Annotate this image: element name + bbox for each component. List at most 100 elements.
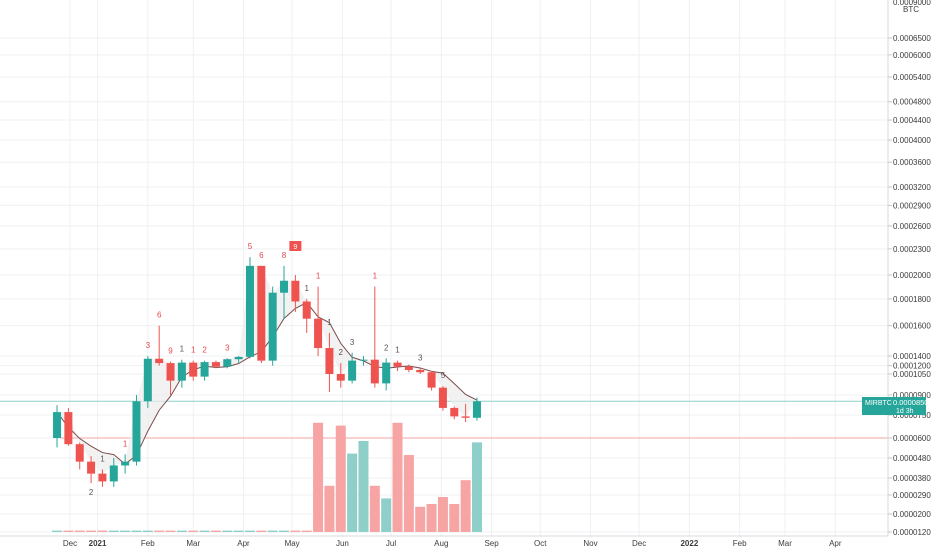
last-price-badge: MIRBTC 0.0000850 1d 3h <box>862 397 928 415</box>
candle-body <box>98 473 107 482</box>
volume-bar <box>256 530 267 532</box>
price-tick-label: 0.0000380 <box>893 474 931 483</box>
candle-body <box>416 369 425 373</box>
volume-bar <box>335 425 346 532</box>
volume-bar <box>437 497 448 532</box>
candle-body <box>87 461 96 474</box>
countdown: 1d 3h <box>896 408 914 415</box>
price-tick-label: 0.0000750 <box>893 411 931 420</box>
candle-body <box>211 362 220 367</box>
price-tick-label: 0.0000900 <box>893 391 931 400</box>
td-badge <box>289 241 302 251</box>
volume-bar <box>267 530 278 532</box>
volume-bar <box>120 530 131 532</box>
candle-body <box>109 465 118 482</box>
volume-bar <box>97 530 108 532</box>
candle-body <box>132 401 141 462</box>
time-tick-label: Nov <box>583 539 597 548</box>
volume-bar <box>403 455 414 532</box>
td-count-label: 5 <box>248 242 253 251</box>
candle-body <box>427 372 436 388</box>
cloud-shading <box>57 265 477 474</box>
time-tick-label: Feb <box>141 539 155 548</box>
candle-body <box>257 265 266 361</box>
volume-bar <box>165 530 176 532</box>
time-tick-label: Apr <box>829 539 842 548</box>
volume-bar <box>233 530 244 532</box>
volume-bar <box>131 530 142 532</box>
candle-body <box>314 318 323 349</box>
time-tick-label: Dec <box>632 539 646 548</box>
candle-body <box>121 461 130 466</box>
price-tick-label: 0.0004800 <box>893 98 931 107</box>
td-count-label: 2 <box>89 488 94 497</box>
volume-bar <box>244 530 255 532</box>
price-tick-label: 0.0003600 <box>893 158 931 167</box>
td-count-label: 1 <box>123 439 128 448</box>
price-tick-label: 0.0001400 <box>893 352 931 361</box>
price-tick-label: 0.0002000 <box>893 271 931 280</box>
td-count-label: 9 <box>293 244 297 251</box>
price-tick-label: 0.0004400 <box>893 116 931 125</box>
volume-bar <box>188 530 199 532</box>
volume-bar <box>154 530 165 532</box>
volume-bar <box>199 530 210 532</box>
price-tick-label: 0.0001200 <box>893 362 931 371</box>
td-count-label: 2 <box>384 343 389 352</box>
candle-body <box>450 407 459 417</box>
candle-body <box>143 358 152 402</box>
volume-bar <box>381 498 392 532</box>
td-count-label: 1 <box>180 345 185 354</box>
volume-bar <box>52 530 63 532</box>
volume-bar <box>63 530 74 532</box>
candle-body <box>404 366 413 370</box>
price-axis[interactable]: 0.0006500 0.0006000 0.0005400 0.0004800 0.00… <box>888 0 931 537</box>
volume-bar <box>290 530 301 532</box>
td-count-label: 9 <box>168 347 173 356</box>
price-tick-label: 0.0005400 <box>893 73 931 82</box>
time-axis[interactable]: Dec 2021 Feb Mar Apr May Jun Jul Aug Sep Oct Nov Dec… <box>63 539 842 548</box>
candle-body <box>75 444 84 462</box>
price-tick-label: 0.0009000 <box>893 0 931 7</box>
price-tick-label: 0.0000290 <box>893 491 931 500</box>
candle-body <box>189 362 198 377</box>
candle-body <box>336 374 345 381</box>
candle-body <box>359 359 368 361</box>
volume-bar <box>301 530 312 532</box>
td-count-label: 3 <box>225 343 230 352</box>
td-count-label: 1 <box>395 346 400 355</box>
price-tick-label: 0.0002600 <box>893 222 931 231</box>
candle-body <box>234 356 243 360</box>
candle-body <box>200 362 209 377</box>
candle-body <box>268 292 277 361</box>
price-tick-label: 0.0002900 <box>893 201 931 210</box>
volume-bar <box>471 442 482 532</box>
candle-body <box>166 363 175 381</box>
candle-body <box>302 301 311 319</box>
price-tick-label: 0.0001800 <box>893 295 931 304</box>
time-tick-label: Jul <box>386 539 396 548</box>
volume-bar <box>108 530 119 532</box>
candle-body <box>155 358 164 364</box>
td-count-label: 1 <box>373 272 378 281</box>
candle-body <box>64 412 73 445</box>
quote-unit-label: BTC <box>903 5 919 14</box>
td-count-label: 3 <box>418 353 423 362</box>
time-tick-label: Oct <box>534 539 547 548</box>
last-price: 0.0000850 <box>893 398 928 407</box>
time-tick-label: May <box>285 539 300 548</box>
candle-body <box>393 362 402 367</box>
price-tick-label: 0.0001050 <box>893 370 931 379</box>
candle-body <box>382 362 391 384</box>
candle-body <box>245 265 254 357</box>
candlestick-series <box>53 257 481 487</box>
candle-body <box>325 348 334 374</box>
volume-bar <box>176 530 187 532</box>
td-count-label: 1 <box>100 454 105 463</box>
volume-bar <box>426 504 437 532</box>
td-count-label: 3 <box>146 341 151 350</box>
time-tick-label: 2021 <box>89 539 107 548</box>
time-tick-label: Sep <box>484 539 499 548</box>
candle-body <box>348 360 357 381</box>
